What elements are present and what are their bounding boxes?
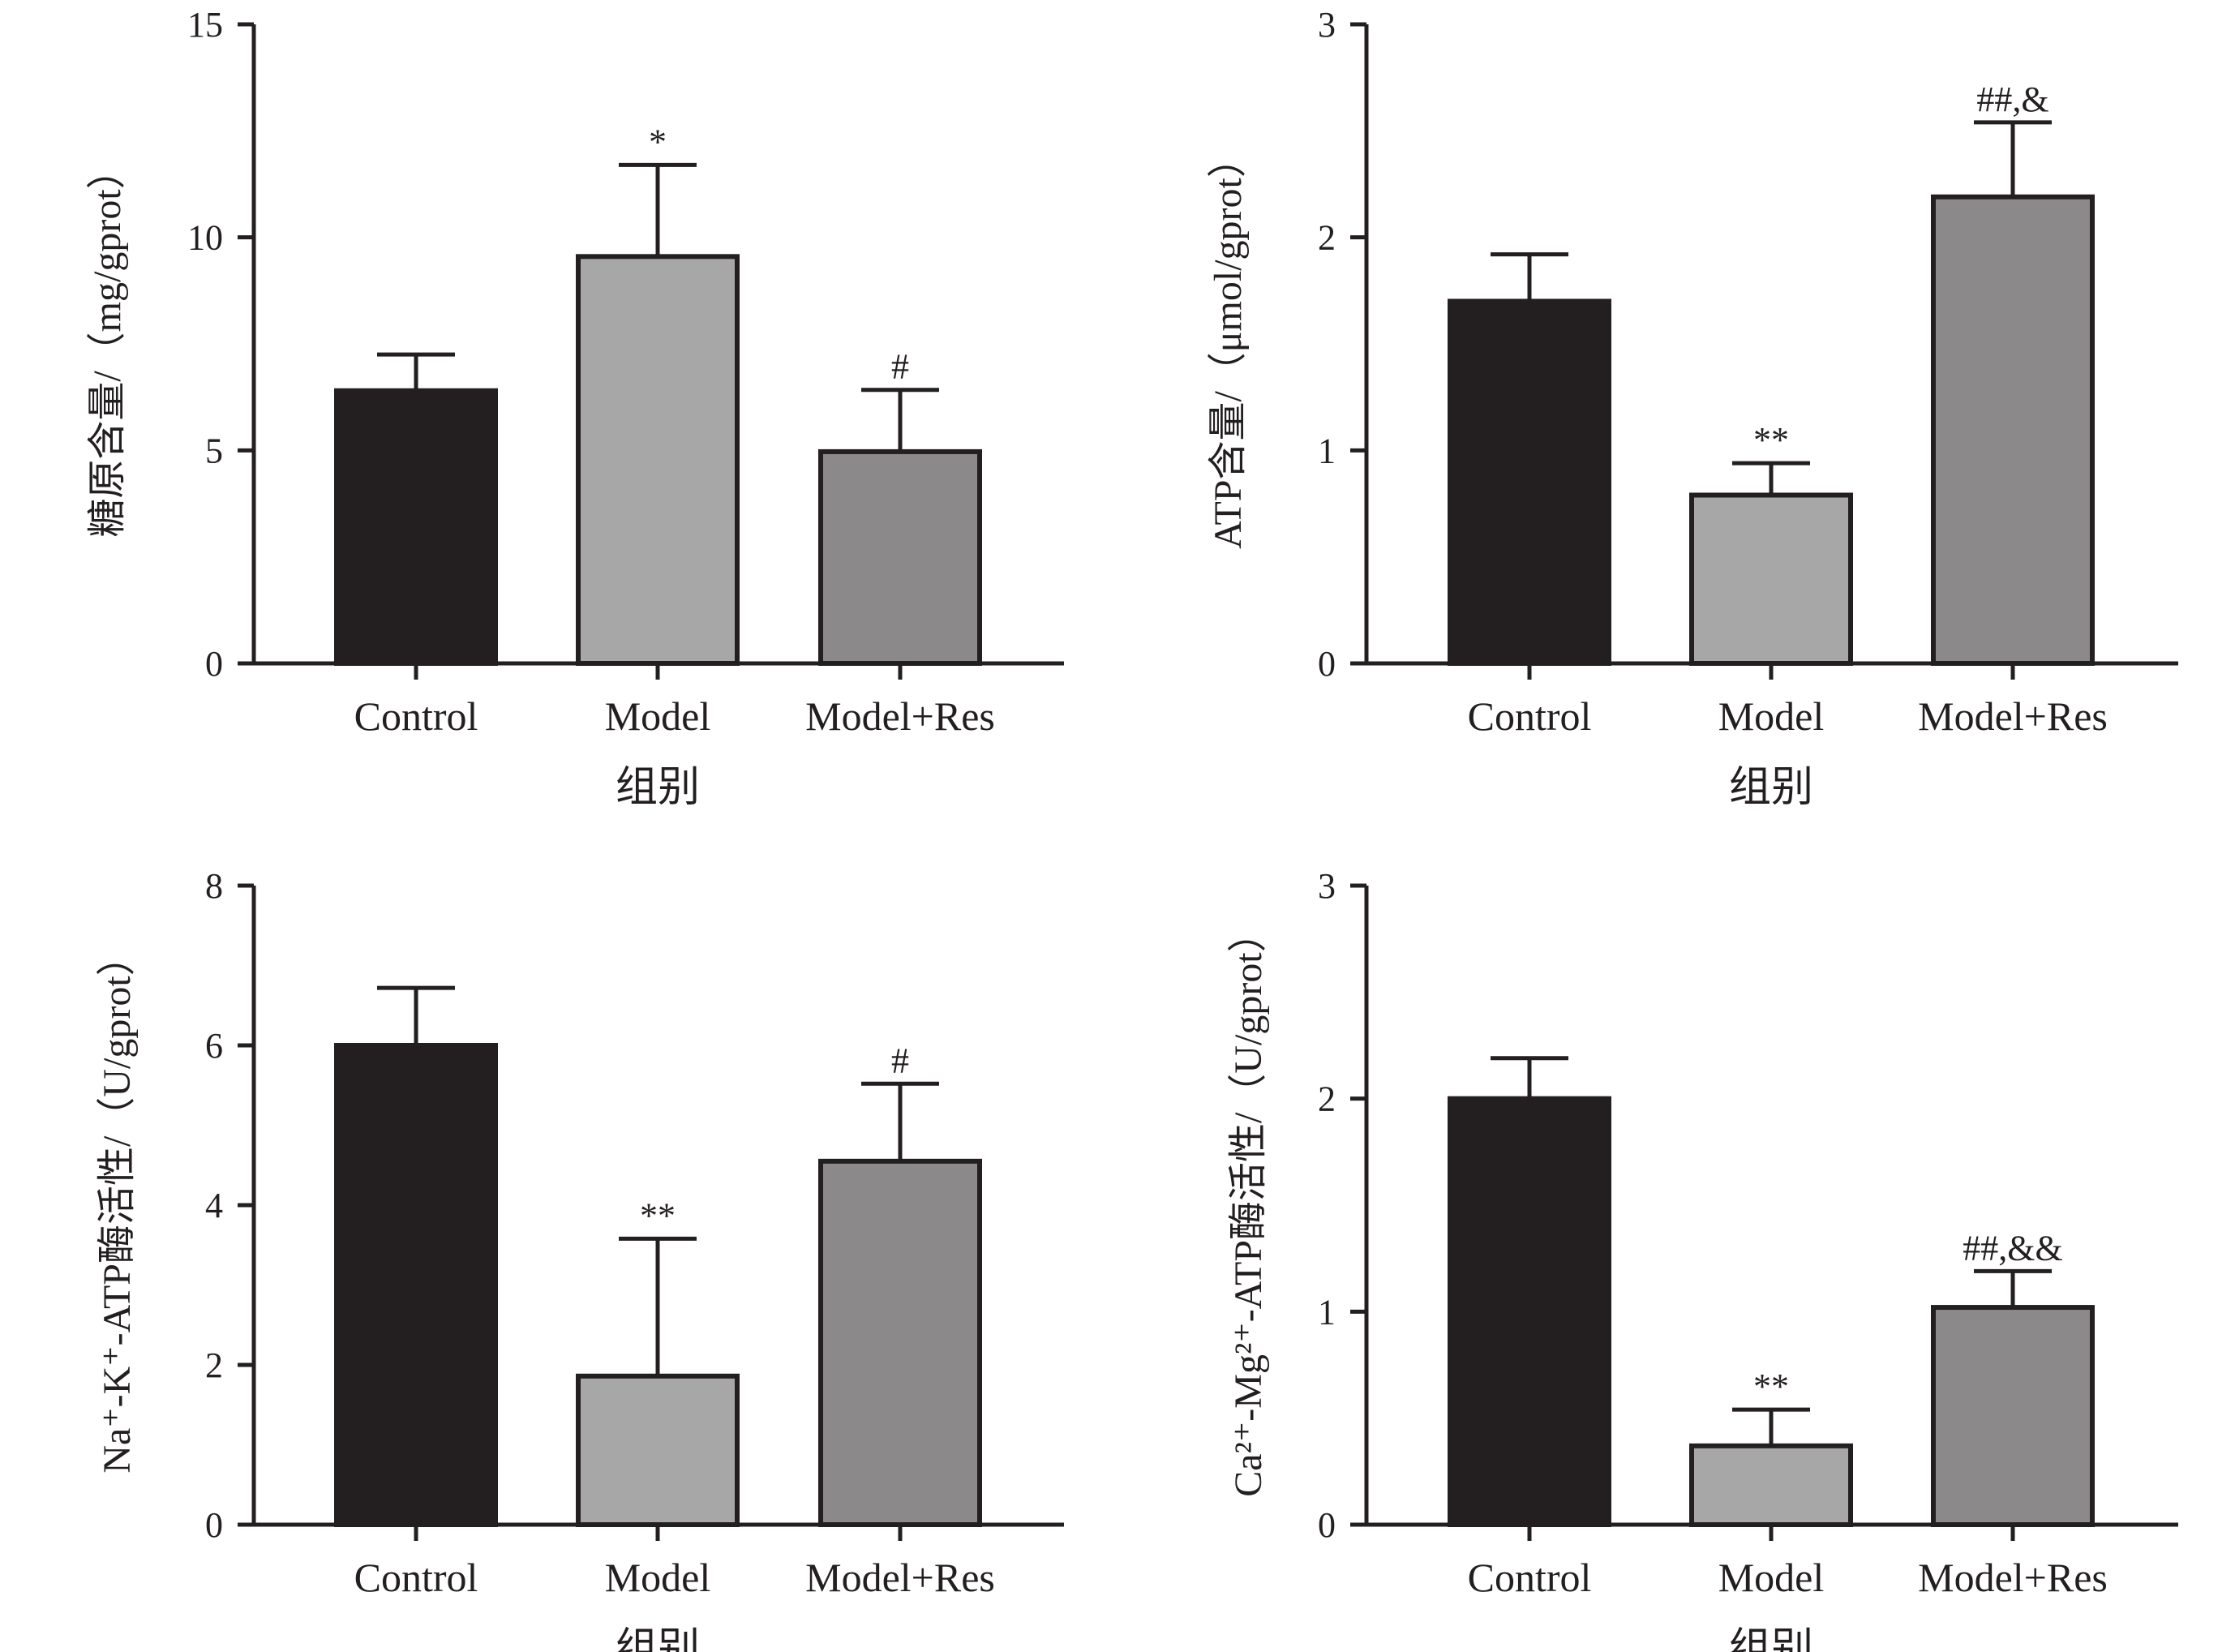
category-label: Model+Res [1918, 693, 2108, 739]
significance-label: # [891, 347, 909, 387]
y-axis-title: 糖原含量/（mg/gprot） [86, 150, 129, 537]
bar-model-res [1931, 194, 2095, 666]
category-label: Control [354, 1555, 478, 1600]
na-k-atpase-chart: 0 2 4 6 8 Control Model ** Model+Res # 组别 Na⁺-K⁺-AT… [96, 866, 1064, 1652]
significance-label: ##,&& [1963, 1228, 2062, 1268]
category-label: Model [1718, 1555, 1825, 1600]
bar-model-res [818, 448, 982, 667]
y-tick-label: 0 [205, 644, 223, 684]
y-tick-label: 8 [205, 866, 223, 906]
bar-model [1689, 1443, 1853, 1528]
category-label: Model [605, 1555, 711, 1600]
bar-control [1448, 1096, 1611, 1527]
ca-mg-atpase-chart: 0 1 2 3 Control Model ** Model+Res ##,&& 组别 Ca²⁺-M… [1227, 866, 2178, 1652]
y-tick-label: 1 [1318, 431, 1336, 470]
category-label: Control [1468, 1555, 1592, 1600]
category-label: Control [354, 693, 478, 739]
y-axis-title: Ca²⁺-Mg²⁺-ATP酶活性/（U/gprot） [1227, 913, 1270, 1496]
category-label: Model+Res [805, 1555, 995, 1600]
bar-control [334, 1043, 498, 1527]
significance-label: ** [640, 1195, 676, 1235]
y-tick-label: 15 [187, 5, 223, 45]
glycogen-chart: 0 5 10 15 Control Model * Model+Res # 组别 糖原含量/（mg/… [86, 5, 1064, 811]
significance-label: ** [1753, 420, 1789, 460]
category-label: Model+Res [805, 693, 995, 739]
bar-control [1448, 298, 1611, 666]
y-tick-label: 2 [1318, 218, 1336, 258]
y-axis-title: ATP含量/（μmol/gprot） [1207, 139, 1250, 549]
significance-label: ##,& [1976, 79, 2048, 119]
y-tick-label: 0 [1318, 1505, 1336, 1545]
y-tick-label: 6 [205, 1026, 223, 1066]
atp-chart: 0 1 2 3 Control Model ** Model+Res ##,& 组别 ATP含量/（… [1207, 5, 2178, 811]
y-tick-label: 2 [1318, 1079, 1336, 1119]
y-tick-label: 2 [205, 1345, 223, 1385]
category-label: Control [1468, 693, 1592, 739]
y-tick-label: 0 [1318, 644, 1336, 684]
y-tick-label: 3 [1318, 866, 1336, 906]
category-label: Model [1718, 693, 1825, 739]
bar-model-res [818, 1158, 982, 1527]
y-tick-label: 3 [1318, 5, 1336, 45]
bar-control [334, 388, 498, 666]
y-axis-title: Na⁺-K⁺-ATP酶活性/（U/gprot） [96, 937, 139, 1473]
bar-model [1689, 492, 1853, 667]
significance-label: ** [1753, 1367, 1789, 1406]
y-tick-label: 1 [1318, 1292, 1336, 1332]
x-axis-title: 组别 [616, 765, 700, 811]
category-label: Model [605, 693, 711, 739]
y-tick-label: 5 [205, 431, 223, 470]
bar-model-res [1931, 1305, 2095, 1527]
bar-model [576, 254, 740, 666]
y-tick-label: 4 [205, 1186, 223, 1225]
x-axis-title: 组别 [1729, 1626, 1813, 1652]
y-tick-label: 0 [205, 1505, 223, 1545]
significance-label: # [891, 1041, 909, 1080]
x-axis-title: 组别 [616, 1626, 700, 1652]
significance-label: * [649, 122, 667, 161]
x-axis-title: 组别 [1729, 765, 1813, 811]
bar-model [576, 1373, 740, 1528]
y-tick-label: 10 [187, 218, 223, 258]
category-label: Model+Res [1918, 1555, 2108, 1600]
